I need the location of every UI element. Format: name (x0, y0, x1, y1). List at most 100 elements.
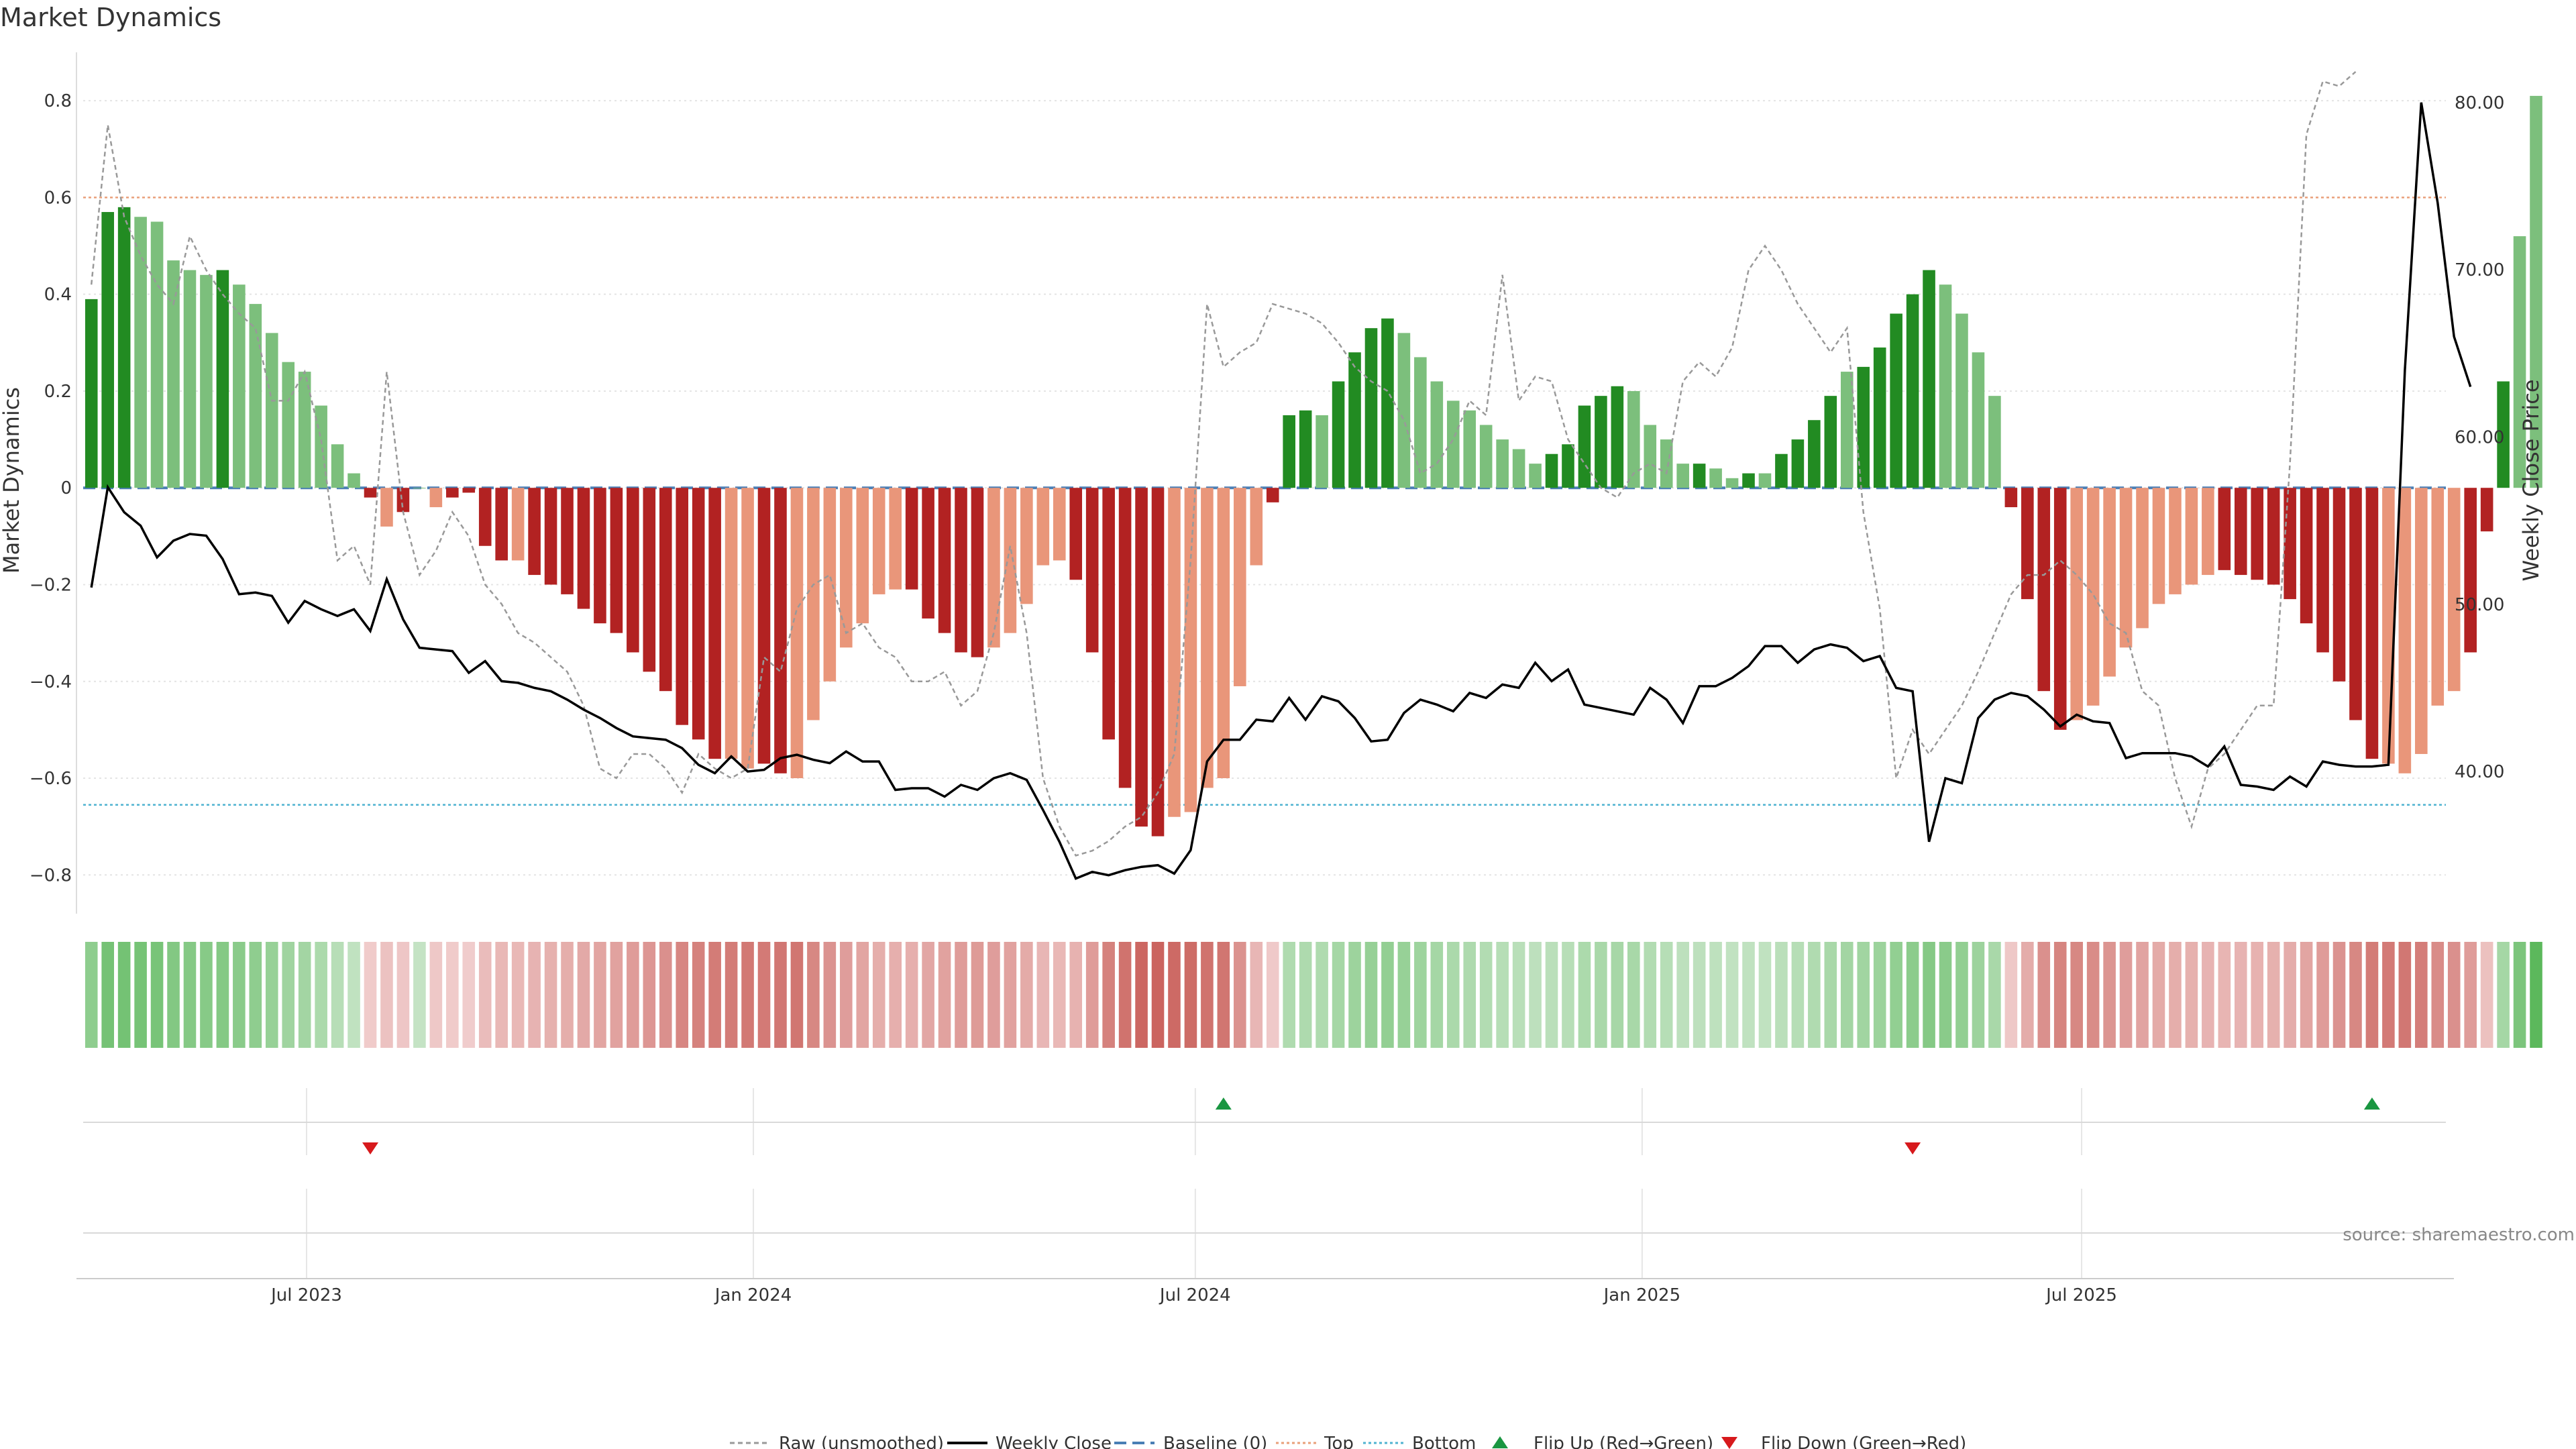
dynamics-bar (938, 488, 951, 633)
heat-cell (2513, 942, 2526, 1048)
dynamics-bar (1644, 425, 1657, 488)
dynamics-bar (1562, 444, 1574, 488)
heat-cell (1890, 942, 1902, 1048)
dynamics-bar (2103, 488, 2116, 677)
dynamics-bar (1004, 488, 1017, 633)
dynamics-bar (1414, 357, 1427, 488)
heat-cell (495, 942, 508, 1048)
dynamics-bar (724, 488, 738, 759)
dynamics-bar (462, 488, 476, 493)
dynamics-bar (1036, 488, 1050, 566)
dynamics-bar (200, 274, 213, 488)
dynamics-bar (2365, 488, 2379, 759)
heat-cell (134, 942, 147, 1048)
flip-markers (362, 1097, 2380, 1155)
dynamics-bar (150, 221, 164, 488)
dynamics-bar (2300, 488, 2313, 624)
heat-cell (659, 942, 672, 1048)
heat-cell (2332, 942, 2346, 1048)
heat-cell (1857, 942, 1870, 1048)
dynamics-bar (1906, 294, 1919, 488)
dynamics-bar (594, 488, 606, 624)
heat-cell (2267, 942, 2280, 1048)
heat-cell (1053, 942, 1066, 1048)
left-tick-label: 0.8 (44, 91, 72, 111)
x-tick-label: Jul 2025 (2045, 1285, 2117, 1305)
right-tick-label: 60.00 (2455, 427, 2504, 447)
heat-cell (676, 942, 689, 1048)
heat-cell (167, 942, 180, 1048)
dynamics-bar (1496, 439, 1509, 488)
heat-cell (561, 942, 574, 1048)
dynamics-bar (1085, 488, 1099, 653)
heat-cell (528, 942, 541, 1048)
heat-cell (1578, 942, 1591, 1048)
dynamics-bar (2234, 488, 2247, 576)
dynamics-bar (856, 488, 869, 624)
dynamics-bar (807, 488, 820, 720)
heat-cell (2382, 942, 2395, 1048)
heat-cell (1775, 942, 1788, 1048)
heat-cell (2004, 942, 2018, 1048)
left-tick-label: −0.8 (30, 865, 72, 885)
heat-cell (1332, 942, 1345, 1048)
dynamics-bar (2152, 488, 2165, 604)
dynamics-bar (1890, 313, 1902, 488)
dynamics-bar (396, 488, 410, 513)
dynamics-bar (347, 473, 360, 488)
dynamics-bar (790, 488, 804, 779)
dynamics-bar (2267, 488, 2280, 585)
heat-cell (643, 942, 656, 1048)
dynamics-bar (708, 488, 721, 759)
heat-cell (2398, 942, 2412, 1048)
dynamics-bar (774, 488, 787, 773)
chart-title: Market Dynamics (0, 3, 221, 32)
dynamics-bar (446, 488, 459, 498)
dynamics-bar (971, 488, 984, 657)
heat-cell (347, 942, 360, 1048)
heat-cell (85, 942, 98, 1048)
right-tick-label: 50.00 (2455, 595, 2504, 615)
dynamics-bar (1529, 464, 1542, 488)
heat-cell (1316, 942, 1328, 1048)
dynamics-bar (1545, 453, 1558, 488)
legend-flip-up-label: Flip Up (Red→Green) (1534, 1434, 1713, 1449)
heat-cell (1529, 942, 1542, 1048)
heat-cell (1676, 942, 1689, 1048)
dynamics-bar (2284, 488, 2296, 600)
dynamics-bar (889, 488, 902, 590)
dynamics-bar (1742, 473, 1755, 488)
heat-cell (905, 942, 918, 1048)
left-tick-label: −0.2 (30, 575, 72, 595)
dynamics-bar (840, 488, 853, 648)
dynamics-bar (1201, 488, 1214, 788)
dynamics-bar (2415, 488, 2428, 754)
heat-cell (1036, 942, 1050, 1048)
legend-bottom-label: Bottom (1412, 1434, 1476, 1449)
heat-cell (183, 942, 197, 1048)
heat-cell (1988, 942, 2001, 1048)
dynamics-bar (659, 488, 672, 692)
dynamics-bar (922, 488, 934, 619)
dynamics-bar (1151, 488, 1165, 837)
dynamics-bar (1463, 410, 1477, 488)
heat-cell (856, 942, 869, 1048)
dynamics-bar (2349, 488, 2362, 720)
legend-close-label: Weekly Close (996, 1434, 1112, 1449)
heat-cell (380, 942, 393, 1048)
dynamics-bar (2398, 488, 2412, 773)
heat-cell (2464, 942, 2477, 1048)
x-tick-label: Jul 2023 (270, 1285, 342, 1305)
heat-cell (1725, 942, 1739, 1048)
heat-cell (331, 942, 344, 1048)
heat-cell (1742, 942, 1755, 1048)
dynamics-bar (676, 488, 689, 725)
dynamics-bar (2004, 488, 2018, 508)
dynamics-bar (1381, 318, 1394, 488)
dynamics-bar (298, 372, 311, 488)
dynamics-bar (741, 488, 754, 769)
heat-cell (511, 942, 525, 1048)
heat-cell (1808, 942, 1821, 1048)
heat-cell (2365, 942, 2379, 1048)
